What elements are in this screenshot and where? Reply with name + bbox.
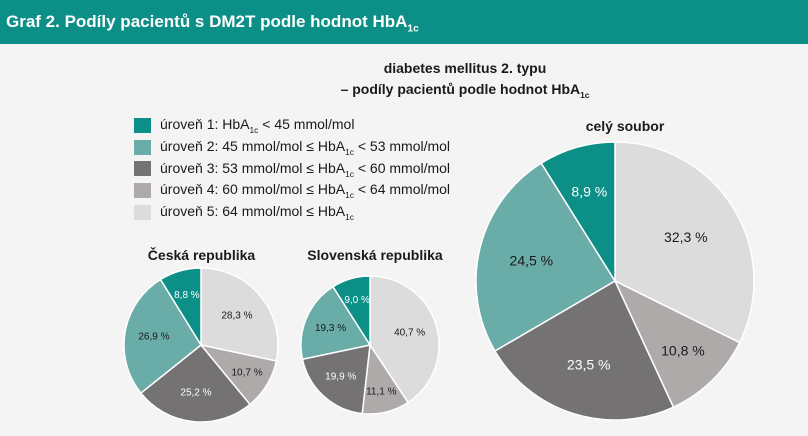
pie-slice	[540, 141, 616, 284]
legend-swatch	[134, 118, 151, 134]
legend-label-text: úroveň 3: 53 mmol/mol ≤ HbA	[160, 159, 346, 176]
pie-slice	[613, 279, 741, 409]
chart-title-line2-text: – podíly pacientů podle hodnot HbA	[340, 81, 581, 97]
legend-label-text: úroveň 1: HbA	[160, 116, 250, 133]
pie-slice	[493, 279, 675, 421]
chart-title-line2: – podíly pacientů podle hodnot HbA1c	[300, 79, 630, 106]
legend-label: úroveň 2: 45 mmol/mol ≤ HbA1c < 53 mmol/…	[160, 138, 450, 157]
legend-swatch	[134, 204, 151, 220]
legend-item: úroveň 2: 45 mmol/mol ≤ HbA1c < 53 mmol/…	[134, 137, 450, 159]
pie-total: 32,3 % 10,8 % 23,5 % 24,5 % 8,9 %	[475, 141, 755, 421]
pie-cz: 28,3 % 10,7 % 25,2 % 26,9 % 8,8 %	[123, 267, 279, 423]
pie-slice-label: 19,3 %	[315, 323, 346, 334]
header-title-subscript: 1c	[407, 23, 419, 35]
legend-label: úroveň 5: 64 mmol/mol ≤ HbA1c	[160, 203, 354, 222]
legend-swatch	[134, 139, 151, 155]
pie-slice-label: 28,3 %	[221, 310, 252, 321]
pie-slice-label: 10,7 %	[232, 367, 263, 378]
pie-title-cz: Česká republika	[147, 247, 256, 263]
pie-slice	[301, 344, 371, 415]
legend-label-subscript: 1c	[345, 189, 354, 200]
legend-label-text: úroveň 4: 60 mmol/mol ≤ HbA	[160, 181, 346, 198]
legend-swatch	[134, 183, 151, 199]
legend-item: úroveň 1: HbA1c < 45 mmol/mol	[134, 115, 450, 137]
legend-label-suffix: < 53 mmol/mol	[353, 137, 451, 154]
pie-slice-label: 26,9 %	[138, 331, 169, 342]
header-title: Graf 2. Podíly pacientů s DM2T podle hod…	[6, 12, 408, 31]
pie-slice	[475, 162, 617, 353]
legend-swatch	[134, 161, 151, 177]
pie-slice-label: 10,8 %	[661, 343, 705, 359]
pie-slice-label: 24,5 %	[510, 252, 554, 268]
pie-title-sk: Slovenská republika	[307, 247, 443, 263]
legend-item: úroveň 3: 53 mmol/mol ≤ HbA1c < 60 mmol/…	[134, 158, 450, 180]
legend-item: úroveň 4: 60 mmol/mol ≤ HbA1c < 64 mmol/…	[134, 180, 450, 202]
legend-label-subscript: 1c	[345, 168, 354, 179]
legend-label-subscript: 1c	[345, 146, 354, 157]
chart-header: Graf 2. Podíly pacientů s DM2T podle hod…	[0, 0, 808, 44]
legend-label-suffix: < 64 mmol/mol	[353, 181, 451, 198]
legend-item: úroveň 5: 64 mmol/mol ≤ HbA1c	[134, 201, 450, 223]
pie-slice	[139, 343, 251, 423]
legend: úroveň 1: HbA1c < 45 mmol/mol úroveň 2: 4…	[134, 115, 450, 223]
pie-slice	[200, 267, 279, 362]
legend-label-suffix: < 45 mmol/mol	[258, 116, 355, 133]
pie-slice	[300, 285, 372, 361]
pie-slice-label: 40,7 %	[394, 328, 425, 339]
legend-label: úroveň 4: 60 mmol/mol ≤ HbA1c < 64 mmol/…	[160, 181, 450, 200]
pie-slice-label: 9,0 %	[344, 295, 370, 306]
legend-label-suffix: < 60 mmol/mol	[353, 159, 451, 176]
legend-label-subscript: 1c	[345, 211, 354, 222]
pie-title-total: celý soubor	[585, 118, 665, 134]
chart-title: diabetes mellitus 2. typu – podíly pacie…	[300, 58, 630, 106]
legend-label: úroveň 3: 53 mmol/mol ≤ HbA1c < 60 mmol/…	[160, 160, 450, 179]
pie-slice	[331, 275, 371, 348]
legend-label-text: úroveň 2: 45 mmol/mol ≤ HbA	[160, 137, 346, 154]
chart-title-line2-subscript: 1c	[580, 89, 590, 100]
pie-slice	[123, 278, 202, 395]
legend-label-subscript: 1c	[249, 125, 259, 136]
pie-slice	[614, 141, 755, 344]
pie-slice-label: 25,2 %	[180, 388, 211, 399]
legend-label: úroveň 1: HbA1c < 45 mmol/mol	[160, 116, 354, 135]
pie-slice-label: 8,8 %	[174, 290, 200, 301]
pie-slice	[159, 267, 202, 348]
pie-slice-label: 11,1 %	[366, 386, 396, 397]
legend-label-text: úroveň 5: 64 mmol/mol ≤ HbA	[160, 202, 346, 219]
pie-slice-label: 8,9 %	[571, 183, 607, 199]
pie-sk: 40,7 % 11,1 % 19,9 % 19,3 % 9,0 %	[300, 275, 440, 415]
pie-slice-label: 19,9 %	[325, 372, 356, 383]
pie-slice-label: 23,5 %	[567, 357, 611, 373]
chart-title-line1: diabetes mellitus 2. typu	[383, 60, 547, 76]
pie-slice-label: 32,3 %	[664, 229, 708, 245]
